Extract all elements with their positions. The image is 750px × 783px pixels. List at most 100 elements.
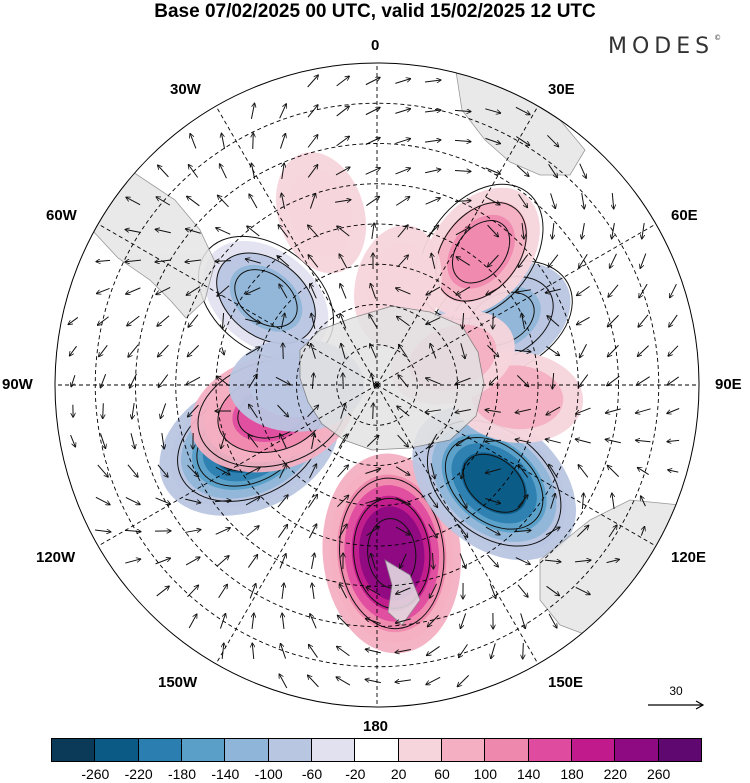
wind-vector [640,253,647,269]
colorbar-tick-label: 260 [646,766,671,782]
colorbar-tick-label: -20 [345,766,366,782]
wind-vector [637,345,649,357]
wind-vector [397,316,410,327]
wind-vector [431,253,436,269]
colorbar-swatch [614,738,659,762]
wind-vector [454,171,471,172]
wind-vector [515,557,530,565]
wind-vector [427,614,439,627]
colorbar-swatch [267,738,312,762]
wind-vector [343,373,344,390]
wind-vector [156,287,171,294]
wind-vector [275,376,290,384]
wind-vector [607,314,619,326]
wind-vector [607,465,620,477]
wind-vector [277,404,289,417]
wind-vector [309,464,316,479]
wind-vector [280,133,285,149]
wind-vectors [68,75,680,689]
wind-vector [514,350,531,351]
wind-vector [454,110,471,111]
wind-vector [312,373,313,390]
colorbar-swatch [657,738,702,762]
wind-vector [160,403,167,418]
colorbar-swatch [527,738,572,762]
wind-vector [608,525,617,538]
brand-logo: MODES© [608,34,722,59]
wind-vector [335,200,351,203]
reference-vector-value: 30 [669,684,683,698]
wind-vector [426,645,440,655]
wind-vector [250,103,254,119]
wind-vector [395,139,410,144]
wind-vector [491,643,496,658]
label-0: 0 [371,37,380,54]
wind-vector [397,225,408,238]
wind-vector [308,494,318,508]
wind-vector [582,223,585,239]
wind-vector [575,439,591,444]
wind-vector [365,649,381,654]
wind-vector [457,675,470,686]
wind-vector [518,254,529,268]
wind-vector [125,496,140,504]
wind-vector [515,106,530,114]
wind-vector [311,553,315,569]
wind-vector [308,675,319,688]
wind-vector [395,618,411,623]
wind-vector [214,500,231,501]
wind-vector [552,372,553,389]
meridian-line [376,105,539,386]
wind-vector [548,613,557,628]
wind-vector [485,410,501,412]
wind-vector [185,229,201,234]
wind-vector [395,497,411,505]
wind-vector [395,109,410,114]
wind-vector [523,642,524,659]
wind-vector [485,108,500,113]
wind-vector [489,583,496,599]
wind-vector [430,463,435,479]
wind-vector [485,498,500,504]
wind-vector [493,312,494,329]
wind-vector [185,498,201,503]
wind-vector [338,434,347,449]
wind-vector [669,314,678,327]
colorbar-tick-label: 140 [516,766,541,782]
wind-vector [488,254,499,267]
wind-vector [281,193,286,209]
wind-vector [425,198,441,205]
wind-vector [396,197,409,206]
wind-vector [576,316,590,324]
wind-vector [485,167,501,174]
wind-vector [576,525,588,537]
new-zealand-landmass [384,559,421,626]
wind-vector [215,261,232,262]
wind-vector [96,287,110,293]
wind-vector [578,465,589,478]
colorbar-swatch [354,738,399,762]
colorbar-tick-label: -180 [167,766,197,782]
colorbar-swatch [484,738,529,762]
reference-vector: 30 [646,684,706,717]
wind-vector [279,674,288,689]
wind-vector [278,524,287,538]
wind-vector [455,227,470,236]
wind-vector [397,434,409,447]
wind-vector [547,134,558,146]
wind-vector [339,584,348,599]
wind-vector [69,345,77,356]
wind-vector [308,524,316,539]
wind-vector [309,193,315,209]
wind-vector [249,584,256,599]
colorbar-swatch [137,738,182,762]
wind-vector [99,345,108,356]
arrow-right-icon [648,700,705,710]
wind-vector [549,464,558,478]
label-150w: 150W [158,674,198,691]
wind-vector [427,225,438,238]
wind-vector [282,613,284,630]
wind-vector [125,559,140,564]
wind-vector [245,259,261,264]
wind-vector [132,403,134,419]
